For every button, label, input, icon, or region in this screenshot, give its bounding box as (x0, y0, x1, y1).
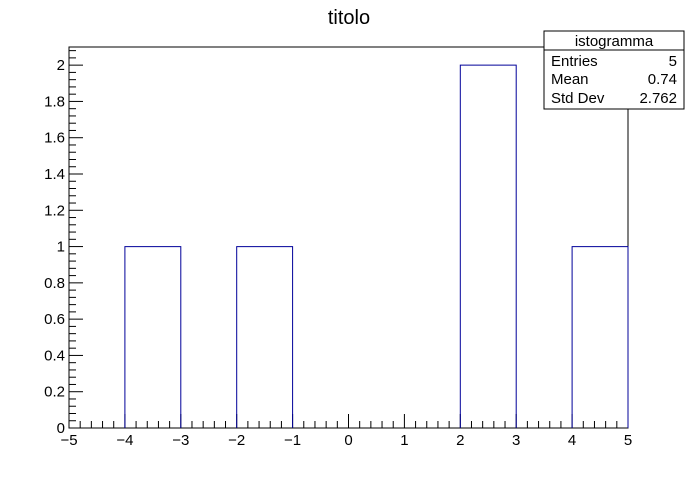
y-tick-label: 0.6 (44, 311, 65, 328)
x-axis-ticks (68, 414, 629, 428)
stats-entries-value: 5 (669, 53, 677, 70)
y-tick-label: 2 (57, 57, 65, 74)
stats-entries-label: Entries (551, 53, 598, 70)
x-tick-label: −4 (116, 432, 133, 449)
y-tick-label: 0 (57, 420, 65, 437)
y-tick-label: 1.2 (44, 202, 65, 219)
histogram-bars (124, 64, 629, 428)
x-tick-label: −2 (228, 432, 245, 449)
y-tick-label: 1.4 (44, 166, 65, 183)
x-axis-tick-labels: −5 −4 −3 −2 −1 0 1 2 3 4 5 (60, 432, 632, 449)
stats-stddev-label: Std Dev (551, 90, 605, 107)
stats-box-frame (543, 30, 685, 110)
y-tick-label: 0.8 (44, 275, 65, 292)
x-tick-label: 0 (344, 432, 352, 449)
x-tick-label: −5 (60, 432, 77, 449)
histogram-bar (236, 246, 294, 428)
histogram-bar (571, 246, 629, 428)
y-axis-ticks (69, 50, 83, 429)
x-tick-label: 1 (400, 432, 408, 449)
stats-box: istogramma Entries 5 Mean 0.74 Std Dev 2… (543, 30, 685, 110)
stats-mean-value: 0.74 (648, 71, 677, 88)
x-tick-label: 5 (624, 432, 632, 449)
y-tick-label: 0.2 (44, 384, 65, 401)
histogram-bar (124, 246, 182, 428)
y-axis-tick-labels: 0 0.2 0.4 0.6 0.8 1 1.2 1.4 1.6 1.8 2 (44, 57, 65, 437)
stats-box-title: istogramma (575, 33, 654, 50)
stats-mean-label: Mean (551, 71, 589, 88)
chart-title: titolo (328, 7, 370, 29)
histogram-bar (459, 64, 517, 428)
x-tick-label: −3 (172, 432, 189, 449)
x-tick-label: 2 (456, 432, 464, 449)
y-tick-label: 1 (57, 239, 65, 256)
x-tick-label: 4 (568, 432, 576, 449)
y-tick-label: 0.4 (44, 347, 65, 364)
stats-stddev-value: 2.762 (639, 90, 677, 107)
y-tick-label: 1.8 (44, 93, 65, 110)
y-tick-label: 1.6 (44, 130, 65, 147)
x-tick-label: 3 (512, 432, 520, 449)
x-tick-label: −1 (284, 432, 301, 449)
